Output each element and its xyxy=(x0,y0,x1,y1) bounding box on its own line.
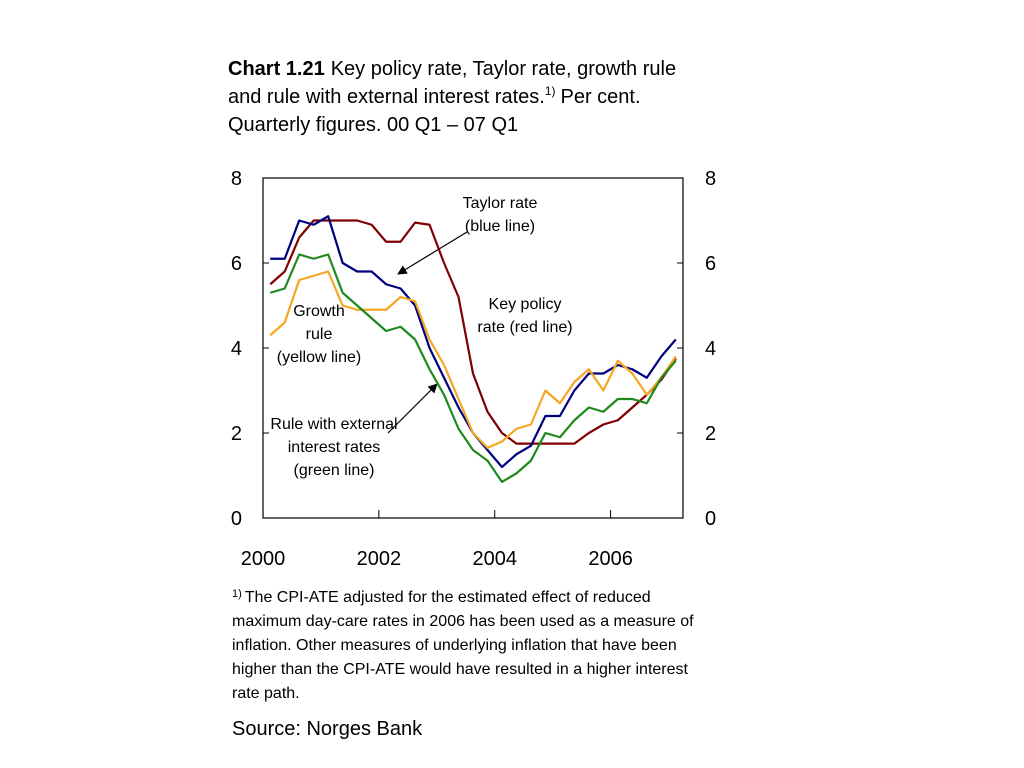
title-line: and rule with external interest rates. xyxy=(228,86,545,108)
y-tick-label: 4 xyxy=(231,338,242,360)
chart-title: and rule with external interest rates.1)… xyxy=(228,84,641,108)
footnote: inflation. Other measures of underlying … xyxy=(232,637,677,654)
x-tick-label: 2004 xyxy=(472,548,517,570)
y-tick-label: 8 xyxy=(231,168,242,190)
annotation: interest rates xyxy=(288,439,380,456)
title-footnote-ref: 1) xyxy=(545,84,556,98)
title-number: Chart 1.21 xyxy=(228,58,325,80)
footnote: 1) The CPI-ATE adjusted for the estimated… xyxy=(232,588,651,606)
annotation: (green line) xyxy=(294,462,375,479)
annotation: Growth xyxy=(293,303,345,320)
series-line xyxy=(269,219,677,445)
footnote-ref: 1) xyxy=(232,588,242,600)
footnote-line: The CPI-ATE adjusted for the estimated e… xyxy=(245,589,651,606)
x-tick-label: 2006 xyxy=(588,548,633,570)
series-line xyxy=(269,253,677,483)
y-tick-label: 2 xyxy=(231,423,242,445)
y2-tick-label: 2 xyxy=(705,423,716,445)
annotation: Rule with external xyxy=(270,416,397,433)
annotation-arrow xyxy=(397,231,468,275)
x-tick-label: 2002 xyxy=(357,548,402,570)
annotation: Key policy xyxy=(489,296,562,313)
annotation: Taylor rate xyxy=(463,195,538,212)
y-tick-label: 0 xyxy=(231,508,242,530)
annotation: (blue line) xyxy=(465,218,535,235)
chart-title: Chart 1.21 Key policy rate, Taylor rate, … xyxy=(228,58,676,80)
annotation: rule xyxy=(306,326,333,343)
title-line: Key policy rate, Taylor rate, growth rul… xyxy=(331,58,676,80)
y2-tick-label: 6 xyxy=(705,253,716,275)
chart-title: Quarterly figures. 00 Q1 – 07 Q1 xyxy=(228,114,518,136)
x-tick-label: 2000 xyxy=(241,548,286,570)
y2-tick-label: 4 xyxy=(705,338,716,360)
annotation: (yellow line) xyxy=(277,349,361,366)
source: Source: Norges Bank xyxy=(232,718,423,740)
series-line xyxy=(269,270,677,449)
title-line: Per cent. xyxy=(561,86,641,108)
y-tick-label: 6 xyxy=(231,253,242,275)
footnote: rate path. xyxy=(232,685,300,702)
annotation-arrow xyxy=(387,383,438,434)
footnote: maximum day-care rates in 2006 has been … xyxy=(232,613,694,630)
y2-tick-label: 0 xyxy=(705,508,716,530)
y2-tick-label: 8 xyxy=(705,168,716,190)
annotation: rate (red line) xyxy=(477,319,572,336)
footnote: higher than the CPI-ATE would have resul… xyxy=(232,661,689,678)
